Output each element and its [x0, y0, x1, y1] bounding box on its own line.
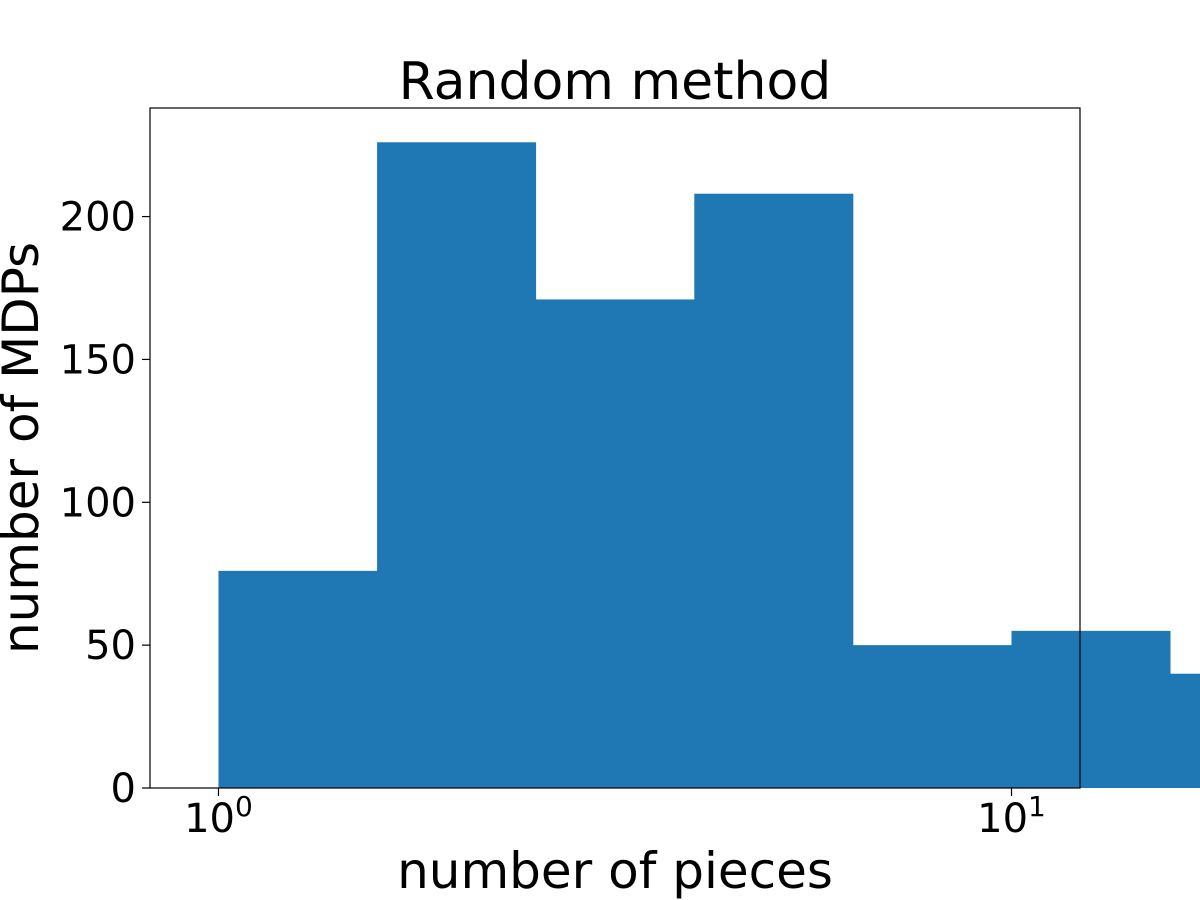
x-axis-label: number of pieces — [397, 842, 833, 900]
y-tick-label: 150 — [60, 337, 136, 383]
y-tick-label: 200 — [60, 195, 136, 241]
y-tick-label: 100 — [60, 480, 136, 526]
histogram-bar — [535, 299, 695, 788]
histogram-bar — [218, 570, 378, 788]
x-tick-label: 101 — [977, 790, 1046, 842]
bars-group — [218, 142, 1200, 789]
histogram-bar — [1011, 630, 1171, 788]
histogram-bar — [377, 142, 537, 789]
histogram-bar — [1170, 673, 1200, 788]
y-tick-label: 0 — [111, 766, 136, 812]
plot-frame — [149, 107, 1081, 789]
histogram-bar — [852, 645, 1012, 788]
y-tick-label: 50 — [85, 623, 136, 669]
x-axis: 100101102103104 — [184, 788, 1046, 842]
y-axis-label: number of MDPs — [0, 242, 50, 654]
x-tick-label: 100 — [184, 790, 253, 842]
y-axis: 0 50 100 150 200 — [60, 195, 150, 812]
chart-title: Random method — [399, 52, 832, 112]
histogram-bar — [694, 193, 854, 788]
